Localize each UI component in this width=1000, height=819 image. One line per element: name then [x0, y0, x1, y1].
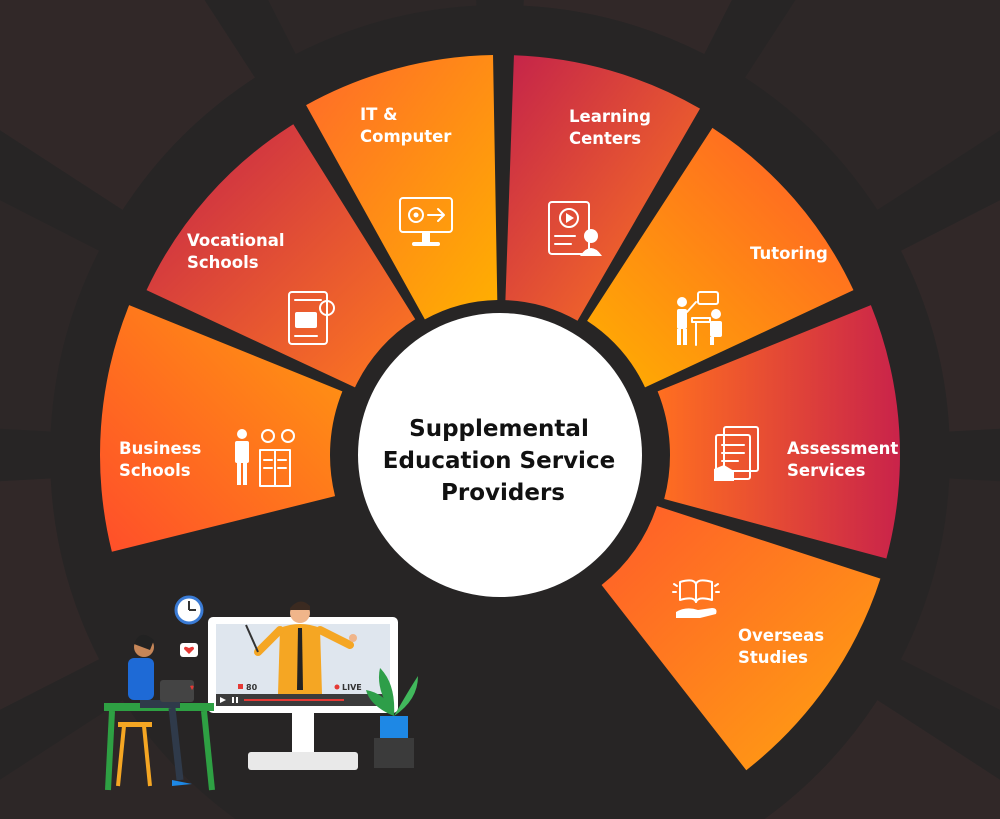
- book-lightbulb-icon: [288, 291, 335, 345]
- segment-label-line: IT &: [360, 105, 398, 124]
- segment-label-line: Vocational: [187, 231, 285, 250]
- video-lesson-icon: [548, 201, 602, 256]
- online-class-illustration: 80 LIVE: [104, 595, 418, 791]
- outer-ring-wedge: [0, 200, 100, 432]
- segment-label-business: Business Schools: [119, 439, 202, 480]
- outer-ring-wedge: [0, 700, 236, 819]
- segment-label-tutoring: Tutoring: [750, 244, 828, 263]
- open-book-hand-icon: [672, 579, 720, 618]
- live-dot: [334, 684, 340, 690]
- center-title-line-1: Supplemental: [409, 416, 589, 442]
- segment-label-line: Centers: [569, 129, 641, 148]
- viewer-icon: [238, 684, 243, 689]
- center-title-line-2: Education Service: [383, 448, 615, 474]
- business-people-icon: [235, 429, 295, 487]
- segment-label-line: Schools: [119, 461, 191, 480]
- center-circle: [358, 313, 642, 597]
- segment-label-line: Schools: [187, 253, 259, 272]
- outer-ring-wedge: [764, 700, 1000, 819]
- segment-label-it: IT & Computer: [360, 105, 452, 146]
- viewer-count: 80: [246, 683, 258, 692]
- student-figure: [128, 634, 194, 786]
- segment-label-line: Assessment: [787, 439, 898, 458]
- segment-label-line: Services: [787, 461, 866, 480]
- segment-assessment: [657, 305, 900, 559]
- center-title: Supplemental Education Service Providers: [383, 416, 623, 506]
- outer-ring-wedge: [0, 0, 255, 210]
- segment-label-assessment: Assessment Services: [787, 439, 898, 480]
- segment-business: [100, 305, 343, 552]
- segment-label-overseas: Overseas Studies: [738, 626, 824, 667]
- segment-label-line: Learning: [569, 107, 651, 126]
- segment-label-line: Overseas: [738, 626, 824, 645]
- outer-ring-wedge: [0, 478, 100, 710]
- outer-ring-wedge: [523, 0, 732, 55]
- outer-ring-wedge: [900, 200, 1000, 432]
- segment-label-learning: Learning Centers: [569, 107, 651, 148]
- segments-group: Business Schools Vocational Schools IT & Comp…: [100, 55, 900, 771]
- segment-label-vocational: Vocational Schools: [187, 231, 285, 272]
- segment-label-line: Computer: [360, 127, 452, 146]
- center-title-line-3: Providers: [441, 480, 565, 506]
- heart-icon: [180, 643, 198, 657]
- segment-label-line: Business: [119, 439, 202, 458]
- segment-it: [306, 55, 498, 320]
- computer-gear-icon: [399, 197, 453, 246]
- segment-tutoring: [587, 127, 854, 388]
- plant-decoration: [366, 668, 418, 768]
- pause-icon: [232, 697, 234, 703]
- monitor-stand: [248, 752, 358, 770]
- segment-overseas: [601, 505, 881, 771]
- teacher-figure: [245, 601, 357, 694]
- tutor-board-icon: [677, 291, 722, 346]
- clock-icon: [174, 595, 204, 625]
- segment-label-line: Studies: [738, 648, 808, 667]
- outer-ring-wedge: [268, 0, 477, 55]
- segment-vocational: [146, 124, 416, 388]
- play-icon: [220, 697, 226, 703]
- segment-label-line: Tutoring: [750, 244, 828, 263]
- documents-hand-icon: [714, 426, 759, 481]
- live-badge: LIVE: [342, 683, 362, 692]
- outer-ring-wedge: [900, 478, 1000, 710]
- outer-ring-wedge: [745, 0, 1000, 210]
